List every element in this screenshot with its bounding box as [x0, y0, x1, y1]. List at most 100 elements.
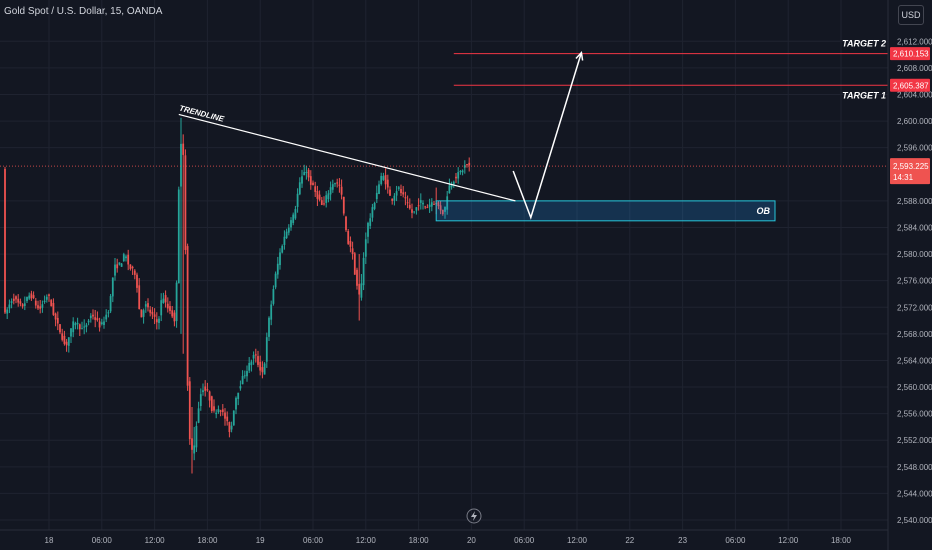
candle-body [144, 304, 147, 307]
candle-up [175, 280, 178, 328]
candle-body [39, 306, 42, 309]
candle-down [191, 406, 193, 474]
candle-body [463, 165, 466, 168]
candle-body [182, 143, 185, 155]
candle-up [450, 181, 453, 190]
candle-body [318, 194, 321, 200]
candle-down [323, 196, 325, 206]
candle-up [74, 321, 77, 330]
target-name-label: TARGET 2 [842, 39, 886, 49]
candle-down [389, 186, 391, 196]
candle-body [307, 169, 310, 178]
candle-body [285, 231, 288, 239]
candle-body [237, 392, 240, 400]
lightning-icon-ring [466, 508, 482, 524]
candle-body [74, 323, 77, 326]
candle-body [72, 321, 75, 333]
candle-up [111, 277, 114, 303]
candle-body [298, 182, 301, 195]
candle-up [193, 426, 196, 461]
candle-body [116, 264, 119, 269]
y-tick-label: 2,548.000 [897, 463, 932, 472]
currency-button[interactable]: USD [898, 5, 924, 25]
candle-body [444, 206, 446, 212]
candle-down [206, 382, 209, 392]
x-tick-label: 06:00 [514, 536, 535, 545]
candle-down [182, 134, 185, 354]
candle-down [210, 395, 213, 413]
candle-body [406, 202, 409, 204]
candle-down [426, 204, 429, 209]
candle-down [138, 278, 141, 310]
candle-down [316, 185, 319, 207]
candle-body [114, 264, 116, 276]
candle-up [397, 185, 400, 191]
candle-up [8, 299, 11, 314]
candle-body [250, 361, 253, 366]
candle-body [367, 222, 369, 237]
candle-up [290, 217, 292, 231]
candle-up [232, 410, 235, 426]
candle-body [4, 168, 6, 313]
candle-body [78, 324, 81, 330]
candle-down [466, 164, 468, 168]
candle-body [450, 184, 453, 188]
candle-body [446, 196, 449, 210]
candle-up [296, 188, 299, 213]
candle-body [426, 207, 429, 209]
candle-down [320, 196, 323, 206]
candle-up [252, 351, 255, 365]
candle-up [459, 169, 462, 175]
candle-body [270, 304, 273, 320]
candle-up [327, 190, 330, 203]
y-tick-label: 2,572.000 [897, 303, 932, 312]
candle-up [430, 198, 433, 212]
candle-body [459, 171, 462, 173]
x-tick-label: 12:00 [356, 536, 377, 545]
candle-down [50, 298, 53, 307]
candle-body [325, 195, 328, 203]
candle-up [422, 200, 424, 210]
current-price-label: 2,593.225 [893, 162, 929, 171]
x-tick-label: 18:00 [197, 536, 218, 545]
candle-body [224, 412, 226, 419]
candle-body [305, 171, 308, 174]
candle-body [331, 184, 334, 190]
candle-down [254, 348, 257, 363]
candle-down [12, 293, 15, 305]
y-tick-label: 2,588.000 [897, 197, 932, 206]
candle-up [360, 274, 363, 301]
x-tick-label: 06:00 [303, 536, 324, 545]
candle-up [67, 337, 70, 353]
candle-body [153, 314, 156, 317]
candle-up [283, 230, 286, 250]
candle-body [290, 220, 292, 228]
current-price-tag [890, 158, 930, 185]
order-block-zone [435, 200, 776, 222]
candle-down [59, 324, 61, 335]
candle-up [217, 405, 220, 414]
candle-body [171, 310, 174, 317]
candle-body [54, 313, 57, 320]
candle-body [37, 305, 39, 309]
candle-up [85, 322, 88, 333]
candle-up [334, 182, 336, 187]
candle-body [395, 191, 398, 196]
candle-down [345, 215, 347, 232]
candle-body [232, 410, 235, 426]
candle-up [461, 169, 464, 176]
candle-up [285, 228, 288, 239]
y-tick-label: 2,556.000 [897, 410, 932, 419]
candle-body [92, 314, 94, 317]
candle-down [188, 376, 191, 445]
candle-body [382, 176, 385, 180]
candle-body [184, 155, 187, 250]
candle-body [408, 204, 411, 209]
x-tick-label: 18:00 [831, 536, 852, 545]
x-tick-label: 06:00 [92, 536, 113, 545]
target-price-tag [890, 47, 930, 61]
candle-down [400, 184, 402, 197]
